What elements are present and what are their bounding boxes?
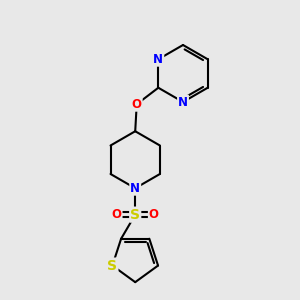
- Text: S: S: [130, 208, 140, 222]
- Text: N: N: [130, 182, 140, 195]
- Text: N: N: [153, 53, 163, 66]
- Text: O: O: [112, 208, 122, 221]
- Text: O: O: [149, 208, 159, 221]
- Text: O: O: [132, 98, 142, 111]
- Text: N: N: [178, 95, 188, 109]
- Text: S: S: [107, 259, 117, 273]
